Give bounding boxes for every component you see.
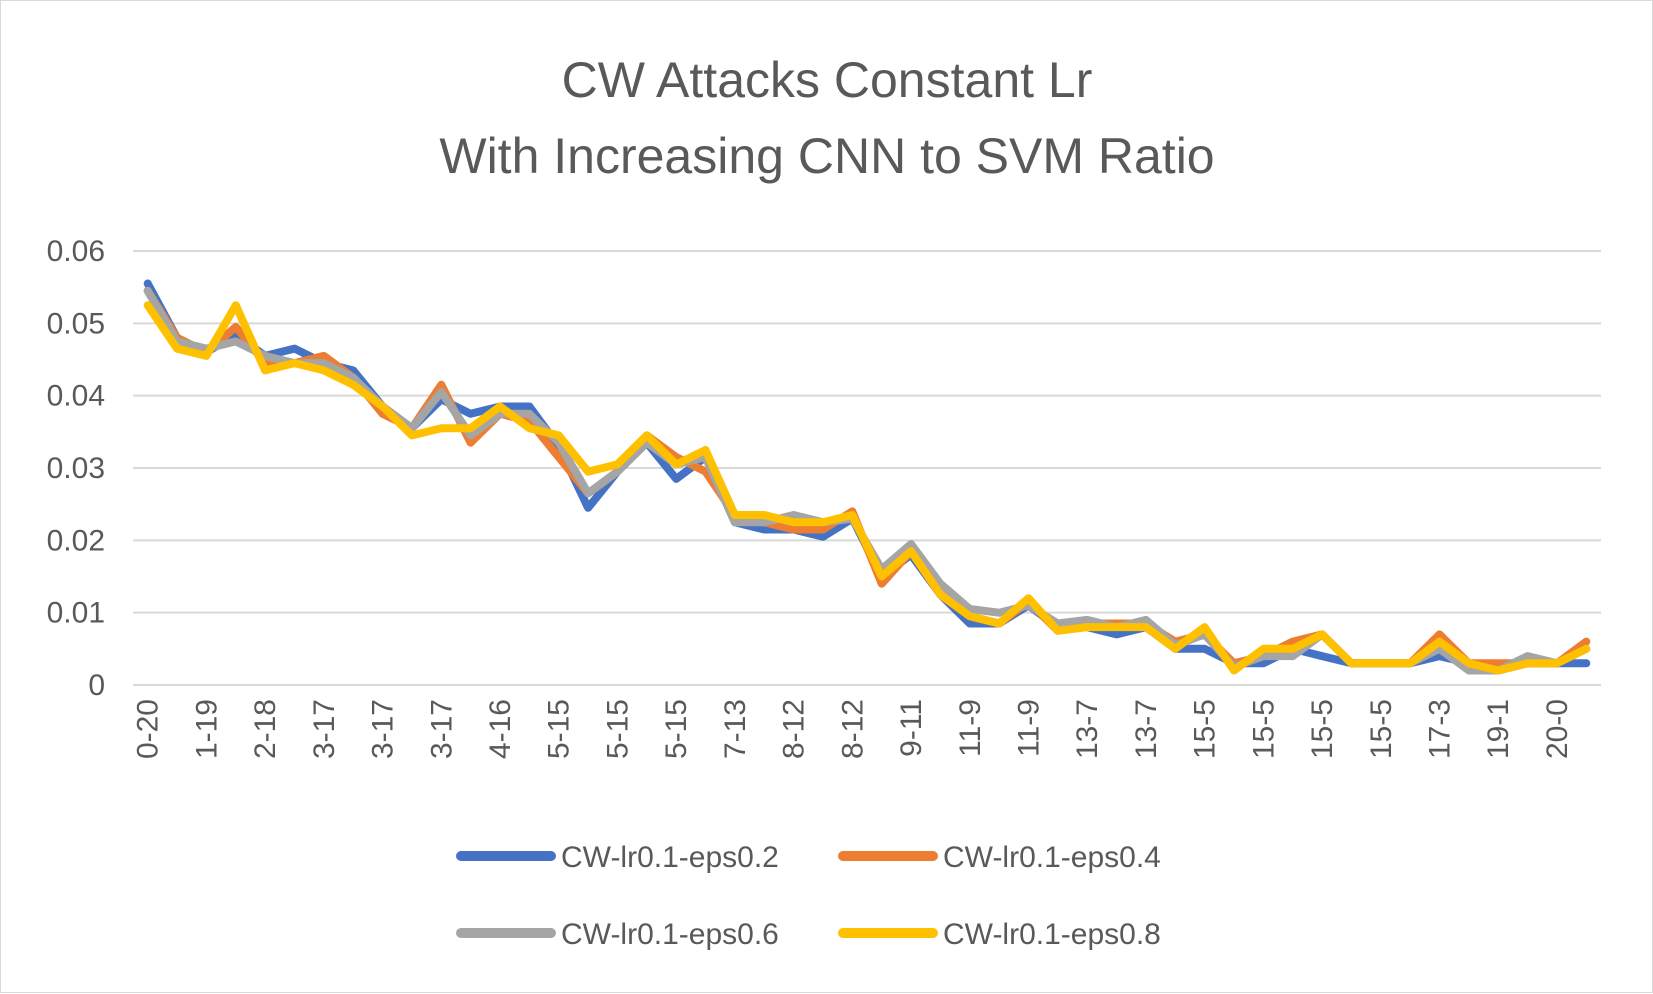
- x-tick-label: 3-17: [367, 699, 400, 759]
- x-tick-label: 2-18: [249, 699, 282, 759]
- series-line-4: [143, 301, 1591, 675]
- x-tick-label: 3-17: [425, 699, 458, 759]
- legend-label-4: CW-lr0.1-eps0.8: [943, 918, 1161, 951]
- x-tick-label: 9-11: [895, 699, 928, 757]
- x-tick-label: 3-17: [308, 699, 341, 759]
- chart-title-line-2: With Increasing CNN to SVM Ratio: [439, 128, 1214, 184]
- x-tick-label: 20-0: [1541, 699, 1574, 759]
- x-tick-label: 15-5: [1365, 699, 1398, 759]
- gridlines: [133, 250, 1601, 686]
- y-tick-label: 0.04: [47, 380, 105, 413]
- x-tick-label: 8-12: [836, 699, 869, 759]
- series-lines: [143, 279, 1591, 675]
- y-tick-label: 0.06: [47, 235, 105, 268]
- y-tick-label: 0.05: [47, 307, 105, 340]
- x-tick-label: 13-7: [1071, 699, 1104, 759]
- legend: CW-lr0.1-eps0.2 CW-lr0.1-eps0.4 CW-lr0.1-e…: [456, 841, 1161, 951]
- x-tick-label: 13-7: [1130, 699, 1163, 759]
- legend-label-1: CW-lr0.1-eps0.2: [561, 841, 779, 874]
- x-tick-label: 11-9: [954, 699, 987, 757]
- x-tick-label: 15-5: [1189, 699, 1222, 759]
- x-tick-label: 8-12: [778, 699, 811, 759]
- y-tick-label: 0.03: [47, 452, 105, 485]
- chart-title: CW Attacks Constant Lr With Increasing C…: [439, 52, 1214, 184]
- x-tick-label: 5-15: [660, 699, 693, 759]
- x-tick-label: 15-5: [1247, 699, 1280, 759]
- x-tick-label: 4-16: [484, 699, 517, 759]
- y-tick-label: 0.02: [47, 524, 105, 557]
- x-tick-label: 17-3: [1424, 699, 1457, 759]
- legend-label-3: CW-lr0.1-eps0.6: [561, 918, 779, 951]
- y-tick-label: 0: [88, 669, 105, 702]
- x-axis: 0-20 1-19 2-18 3-17 3-17 3-17 4-16 5-15 5-15 5-15…: [132, 699, 1574, 759]
- x-tick-label: 0-20: [132, 699, 165, 759]
- x-tick-label: 5-15: [601, 699, 634, 759]
- chart-title-line-1: CW Attacks Constant Lr: [562, 52, 1093, 108]
- x-tick-label: 1-19: [190, 699, 223, 759]
- x-tick-label: 7-13: [719, 699, 752, 759]
- y-tick-label: 0.01: [47, 597, 105, 630]
- x-tick-label: 5-15: [543, 699, 576, 759]
- x-tick-label: 19-1: [1482, 699, 1515, 759]
- y-axis: 0 0.01 0.02 0.03 0.04 0.05 0.06: [47, 235, 105, 702]
- series-line-2: [143, 286, 1591, 668]
- legend-label-2: CW-lr0.1-eps0.4: [943, 841, 1161, 874]
- x-tick-label: 11-9: [1012, 699, 1045, 757]
- x-tick-label: 15-5: [1306, 699, 1339, 759]
